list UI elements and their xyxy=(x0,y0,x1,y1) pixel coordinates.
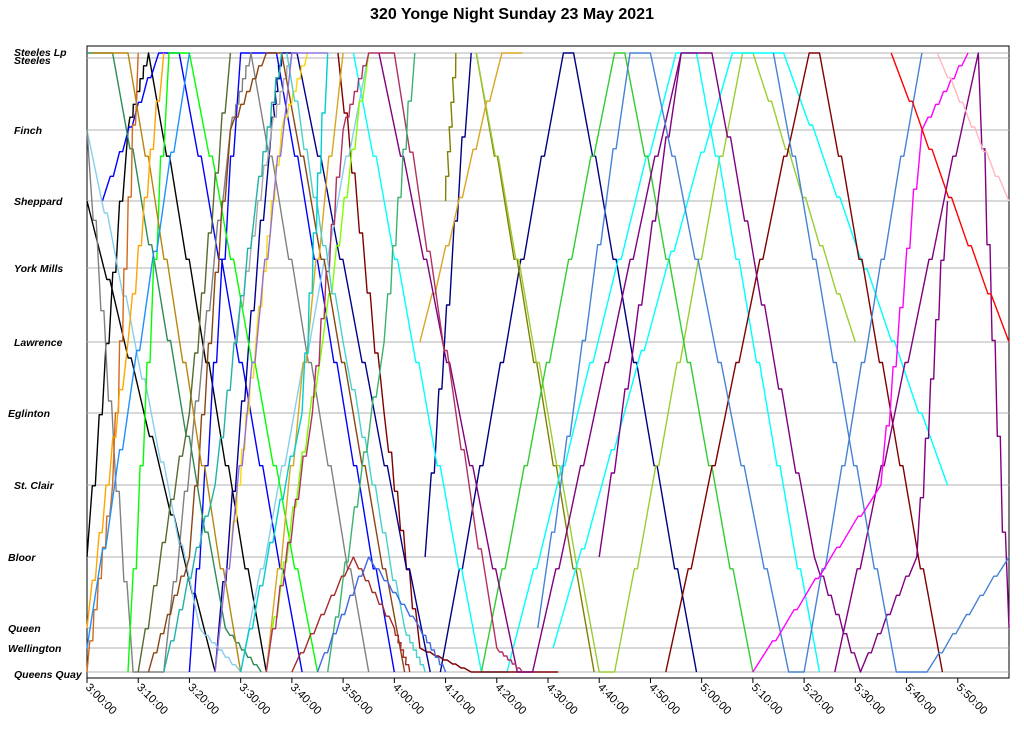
x-tick-label: 5:40:00 xyxy=(902,682,938,718)
trip-line-18 xyxy=(890,52,1010,343)
x-tick-label: 3:10:00 xyxy=(134,682,170,718)
trip-line-4 xyxy=(444,52,457,202)
trip-line-27 xyxy=(234,52,293,343)
trip-line-13 xyxy=(598,52,682,558)
stop-label: Wellington xyxy=(8,643,61,655)
trip-line-17 xyxy=(752,52,969,673)
x-tick-label: 4:20:00 xyxy=(493,682,529,718)
trip-line-39 xyxy=(240,52,329,673)
trip-line-16 xyxy=(772,52,1010,673)
x-tick-label: 3:20:00 xyxy=(185,682,221,718)
trip-line-40 xyxy=(214,52,328,673)
trip-line-43 xyxy=(327,52,416,673)
stop-label: Steeles Lp xyxy=(14,47,67,59)
stop-label: Bloor xyxy=(8,552,36,564)
stop-label: Steeles xyxy=(14,55,51,67)
x-tick-label: 3:00:00 xyxy=(83,682,119,718)
trip-line-10 xyxy=(337,52,559,673)
x-tick-label: 5:20:00 xyxy=(800,682,836,718)
x-tick-label: 4:40:00 xyxy=(595,682,631,718)
stop-label: Eglinton xyxy=(8,408,50,420)
stop-label: Finch xyxy=(14,125,42,137)
x-tick-label: 4:50:00 xyxy=(646,682,682,718)
trip-line-8 xyxy=(552,52,949,649)
trip-line-35 xyxy=(86,52,165,629)
x-tick-label: 5:10:00 xyxy=(749,682,785,718)
x-tick-label: 3:30:00 xyxy=(237,682,273,718)
trip-line-37 xyxy=(265,52,523,673)
trip-line-41 xyxy=(86,52,191,649)
grid-layer xyxy=(86,45,1010,683)
trip-line-7 xyxy=(352,52,821,673)
trip-line-9 xyxy=(480,52,754,673)
stop-label: Sheppard xyxy=(14,196,63,208)
x-tick-label: 4:10:00 xyxy=(441,682,477,718)
stop-label: Queen xyxy=(8,623,41,635)
trip-line-26 xyxy=(86,52,370,673)
trip-line-12 xyxy=(378,52,949,673)
trip-line-32 xyxy=(147,52,406,673)
x-tick-label: 3:50:00 xyxy=(339,682,375,718)
trip-line-23 xyxy=(188,52,395,673)
trip-line-6 xyxy=(419,52,523,343)
trip-line-42 xyxy=(137,52,232,673)
stop-label: York Mills xyxy=(14,263,63,275)
trip-line-46 xyxy=(163,52,283,673)
x-tick-label: 5:30:00 xyxy=(851,682,887,718)
trip-line-28 xyxy=(87,52,262,673)
trip-line-11 xyxy=(665,52,944,673)
chart-title: 320 Yonge Night Sunday 23 May 2021 xyxy=(370,6,654,23)
trip-line-45 xyxy=(316,556,447,673)
trip-line-31 xyxy=(86,52,139,673)
trip-line-38 xyxy=(286,52,426,673)
x-tick-label: 5:00:00 xyxy=(698,682,734,718)
series-layer xyxy=(86,52,1010,673)
trip-line-33 xyxy=(92,52,242,673)
trip-line-2 xyxy=(424,52,472,558)
stop-label: Lawrence xyxy=(14,337,63,349)
trip-line-5 xyxy=(475,52,856,673)
x-tick-label: 4:00:00 xyxy=(390,682,426,718)
trip-line-1 xyxy=(439,52,698,673)
x-tick-label: 4:30:00 xyxy=(544,682,580,718)
stop-label: St. Clair xyxy=(14,480,55,492)
x-tick-label: 5:50:00 xyxy=(954,682,990,718)
x-tick-label: 3:40:00 xyxy=(288,682,324,718)
trip-line-29 xyxy=(127,52,319,673)
trip-line-19 xyxy=(936,52,1010,202)
stop-label: Queens Quay xyxy=(14,669,83,681)
trip-line-44 xyxy=(291,556,411,673)
